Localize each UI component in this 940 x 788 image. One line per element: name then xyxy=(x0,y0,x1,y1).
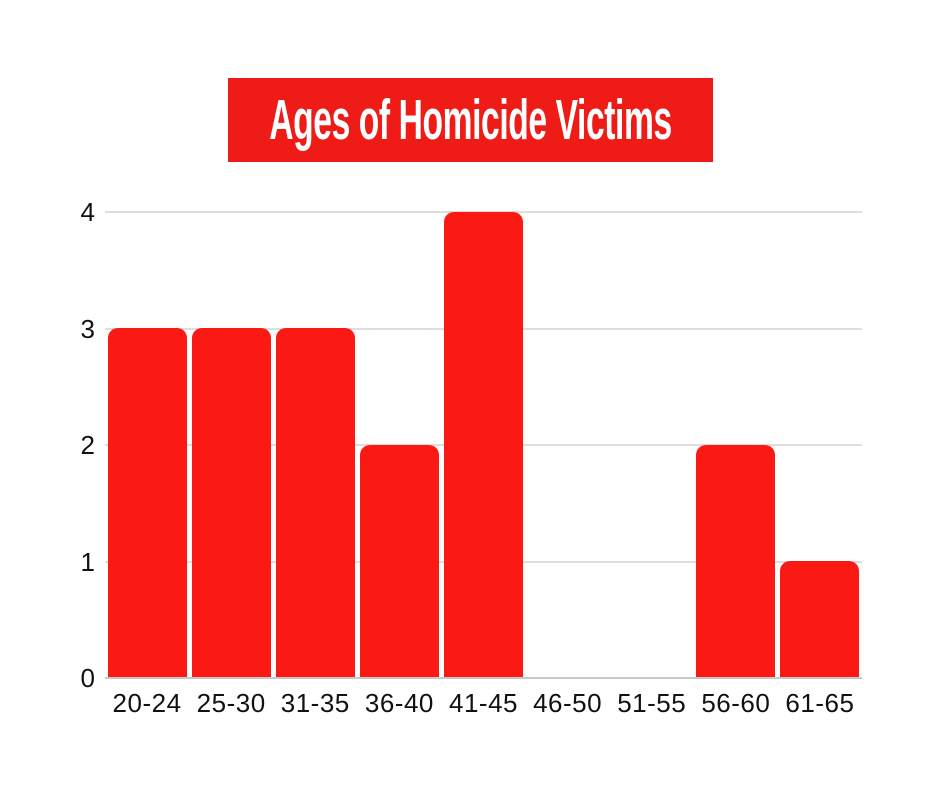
x-tick-label-51-55: 51-55 xyxy=(617,688,687,718)
bar-61-65 xyxy=(780,561,859,678)
x-tick-label-25-30: 25-30 xyxy=(196,688,266,718)
bar-36-40 xyxy=(360,445,439,678)
y-tick-label-2: 2 xyxy=(80,430,95,460)
bar-31-35 xyxy=(276,328,355,678)
bar-41-45 xyxy=(444,212,523,678)
y-tick-label-0: 0 xyxy=(80,663,95,693)
x-tick-label-20-24: 20-24 xyxy=(112,688,182,718)
y-tick-label-4: 4 xyxy=(80,197,95,227)
x-tick-label-36-40: 36-40 xyxy=(364,688,434,718)
x-tick-label-61-65: 61-65 xyxy=(785,688,855,718)
x-tick-label-56-60: 56-60 xyxy=(701,688,771,718)
bar-20-24 xyxy=(108,328,187,678)
chart-title-banner: Ages of Homicide Victims xyxy=(228,78,713,162)
x-tick-label-46-50: 46-50 xyxy=(533,688,603,718)
x-tick-label-41-45: 41-45 xyxy=(448,688,518,718)
bar-56-60 xyxy=(696,445,775,678)
y-tick-label-1: 1 xyxy=(80,546,95,577)
chart-title: Ages of Homicide Victims xyxy=(269,87,672,152)
y-tick-label-3: 3 xyxy=(80,313,95,344)
x-axis-line xyxy=(105,677,862,679)
plot-area: 0 1 2 3 4 20-24 25-30 31-35 36-40 41-45 46-50 51-5… xyxy=(81,199,862,716)
x-tick-label-31-35: 31-35 xyxy=(280,688,350,718)
bar-25-30 xyxy=(192,328,271,678)
